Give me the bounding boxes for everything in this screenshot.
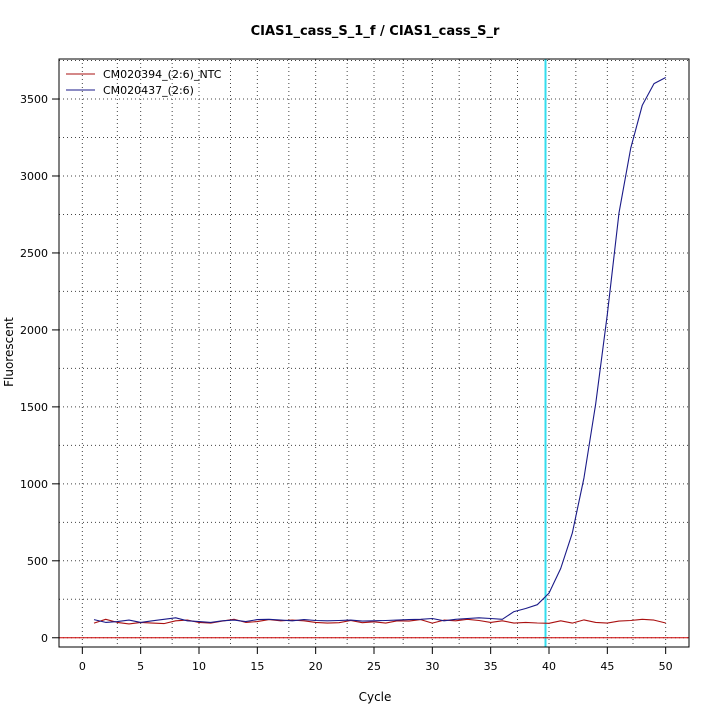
x-tick-label: 0 xyxy=(79,660,86,673)
y-axis-label: Fluorescent xyxy=(2,317,16,387)
y-tick-label: 3000 xyxy=(20,170,48,183)
legend-label: CM020437_(2:6) xyxy=(103,84,194,97)
x-tick-label: 15 xyxy=(250,660,264,673)
x-tick-label: 30 xyxy=(425,660,439,673)
series-line-1 xyxy=(93,618,666,625)
y-tick-label: 2500 xyxy=(20,247,48,260)
y-axis: 0 500 1000 1500 2000 2500 3000 3500 xyxy=(20,93,60,645)
cycle-marker-layer xyxy=(59,59,689,647)
x-tick-label: 50 xyxy=(659,660,673,673)
y-tick-label: 1500 xyxy=(20,401,48,414)
chart-title: CIAS1_cass_S_1_f / CIAS1_cass_S_r xyxy=(251,24,500,39)
x-tick-label: 45 xyxy=(600,660,614,673)
series-lines xyxy=(93,77,666,625)
y-tick-label: 0 xyxy=(41,632,48,645)
x-axis: 0 5 10 15 20 25 30 35 40 45 50 xyxy=(79,646,673,673)
x-tick-label: 25 xyxy=(367,660,381,673)
legend: CM020394_(2:6)_NTC CM020437_(2:6) xyxy=(66,68,222,97)
x-tick-label: 10 xyxy=(192,660,206,673)
x-tick-label: 20 xyxy=(309,660,323,673)
series-line-2 xyxy=(93,77,666,623)
y-tick-label: 2000 xyxy=(20,324,48,337)
x-tick-label: 5 xyxy=(137,660,144,673)
y-tick-label: 500 xyxy=(27,555,48,568)
gridlines xyxy=(59,59,689,647)
x-axis-label: Cycle xyxy=(359,690,392,704)
y-tick-label: 1000 xyxy=(20,478,48,491)
legend-label: CM020394_(2:6)_NTC xyxy=(103,68,222,81)
y-tick-label: 3500 xyxy=(20,93,48,106)
x-tick-label: 40 xyxy=(542,660,556,673)
x-tick-label: 35 xyxy=(484,660,498,673)
